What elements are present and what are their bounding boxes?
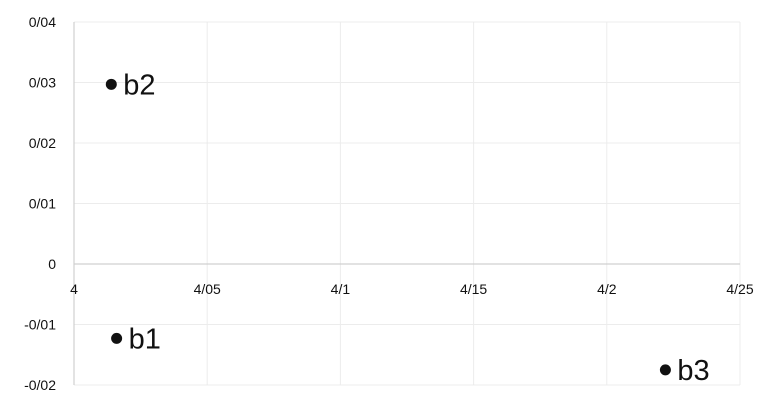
y-tick-label: 0/02 [29,135,56,151]
y-tick-label: 0/01 [29,196,56,212]
data-label-b3: b3 [677,355,709,387]
x-tick-label: 4/2 [597,281,617,297]
y-tick-label: -0/02 [24,377,56,393]
x-tick-label: 4/15 [460,281,487,297]
data-points: b2 b1 b3 [105,69,710,387]
data-label-b2: b2 [123,69,155,101]
data-label-b1: b1 [129,323,161,355]
axes [73,22,740,385]
y-tick-label: 0/03 [29,75,56,91]
tick-labels: 0/04 0/03 0/02 0/01 0 -0/01 -0/02 4 4/05 4/1 4/15 4… [24,14,754,393]
x-tick-label: 4/25 [726,281,753,297]
x-tick-label: 4 [70,281,78,297]
x-tick-label: 4/1 [331,281,351,297]
plot-area: 0/04 0/03 0/02 0/01 0 -0/01 -0/02 4 4/05 4/1 4/15 4… [24,14,754,393]
y-tick-label: 0 [48,256,56,272]
data-point-b2 [105,78,117,90]
data-point-b1 [111,332,123,344]
x-tick-label: 4/05 [194,281,221,297]
y-tick-label: 0/04 [29,14,56,30]
y-tick-label: -0/01 [24,317,56,333]
gridlines [73,21,741,386]
data-point-b3 [659,364,671,376]
